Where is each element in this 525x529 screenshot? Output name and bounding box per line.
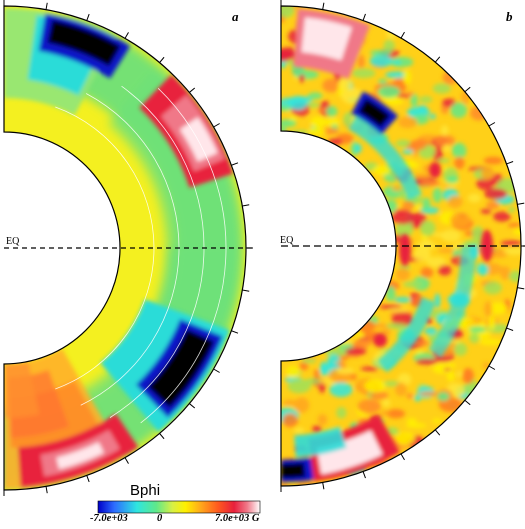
radial-tick (322, 2, 325, 10)
panel-a-shell-outline (3, 5, 247, 491)
colorbar-min-label: -7.0e+03 (90, 513, 128, 524)
radial-tick (362, 471, 366, 479)
radial-tick (506, 327, 514, 331)
colorbar-max-label: 7.0e+03 G (215, 513, 260, 524)
radial-tick (362, 13, 366, 21)
radial-tick (242, 289, 250, 292)
colorbar-title: Bphi (130, 482, 161, 499)
radial-tick (400, 31, 405, 39)
radial-tick (213, 368, 220, 373)
panel-a: EQ a (3, 0, 253, 496)
panel-a-label: a (232, 9, 239, 24)
radial-tick (400, 453, 405, 461)
radial-tick (124, 457, 129, 464)
radial-tick (488, 122, 496, 127)
radial-tick (231, 330, 239, 334)
radial-tick (86, 475, 90, 483)
panel-b-field (281, 6, 521, 486)
radial-tick (86, 13, 90, 21)
radial-tick (231, 162, 239, 166)
panel-b-label: b (506, 9, 513, 24)
radial-tick (322, 482, 325, 490)
radial-tick (189, 87, 196, 93)
panel-a-equator-label: EQ (6, 236, 20, 247)
panel-b-shell-outline (280, 5, 522, 487)
radial-tick (464, 399, 471, 406)
colorbar (97, 500, 261, 514)
radial-tick (242, 204, 250, 207)
colorbar-ramp (97, 500, 261, 514)
radial-tick (124, 32, 129, 39)
radial-tick (189, 403, 196, 409)
radial-tick (506, 161, 514, 165)
radial-tick (159, 433, 165, 440)
panel-b-radial-ticks (280, 0, 525, 492)
panel-b: EQ b (280, 0, 525, 492)
radial-tick (434, 56, 441, 63)
radial-tick (488, 365, 496, 370)
radial-tick (213, 123, 220, 128)
radial-tick (464, 86, 471, 93)
panel-b-equator-label: EQ (280, 235, 294, 246)
colorbar-mid-label: 0 (157, 513, 163, 524)
radial-tick (517, 202, 525, 205)
radial-tick (434, 429, 441, 436)
radial-tick (517, 287, 525, 290)
panel-a-field (4, 6, 246, 490)
radial-tick (45, 486, 48, 494)
radial-tick (45, 2, 48, 10)
radial-tick (159, 56, 165, 63)
